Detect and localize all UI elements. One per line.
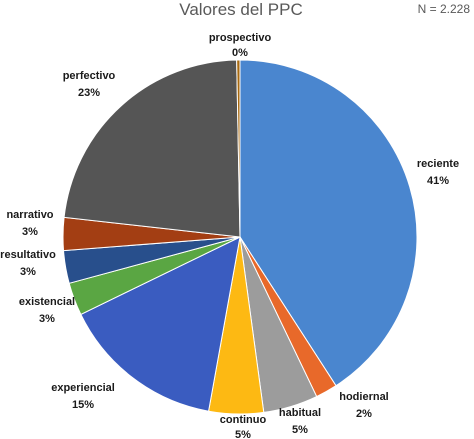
slice-name-perfectivo: perfectivo [63, 70, 116, 82]
slice-percent-continuo: 5% [235, 429, 251, 439]
slice-percent-hodiernal: 2% [356, 408, 372, 420]
sample-size-note: N = 2.228 [418, 2, 471, 16]
slice-name-reciente: reciente [417, 158, 459, 170]
slice-labels: reciente 41% hodiernal 2% habitual 5% continuo… [0, 32, 459, 439]
slice-percent-reciente: 41% [427, 175, 449, 187]
slice-name-continuo: continuo [220, 414, 267, 426]
pie-slice-perfectivo [63, 59, 241, 238]
pie-slices [62, 59, 418, 415]
slice-name-experiencial: experiencial [51, 382, 115, 394]
slice-name-existencial: existencial [19, 296, 75, 308]
slice-percent-narrativo: 3% [22, 226, 38, 238]
slice-percent-experiencial: 15% [72, 399, 94, 411]
slice-percent-existencial: 3% [39, 313, 55, 325]
chart-title: Valores del PPC [179, 0, 302, 19]
slice-name-resultativo: resultativo [0, 249, 56, 261]
slice-percent-perfectivo: 23% [78, 87, 100, 99]
slice-name-prospectivo: prospectivo [209, 32, 272, 44]
slice-percent-habitual: 5% [292, 424, 308, 436]
pie-slice-reciente [239, 59, 418, 387]
pie-slice-prospectivo [236, 59, 241, 238]
slice-percent-prospectivo: 0% [232, 47, 248, 59]
slice-percent-resultativo: 3% [20, 266, 36, 278]
slice-name-narrativo: narrativo [6, 209, 53, 221]
slice-name-hodiernal: hodiernal [339, 391, 389, 403]
slice-name-habitual: habitual [279, 407, 321, 419]
pie-slice-experiencial [80, 236, 241, 412]
